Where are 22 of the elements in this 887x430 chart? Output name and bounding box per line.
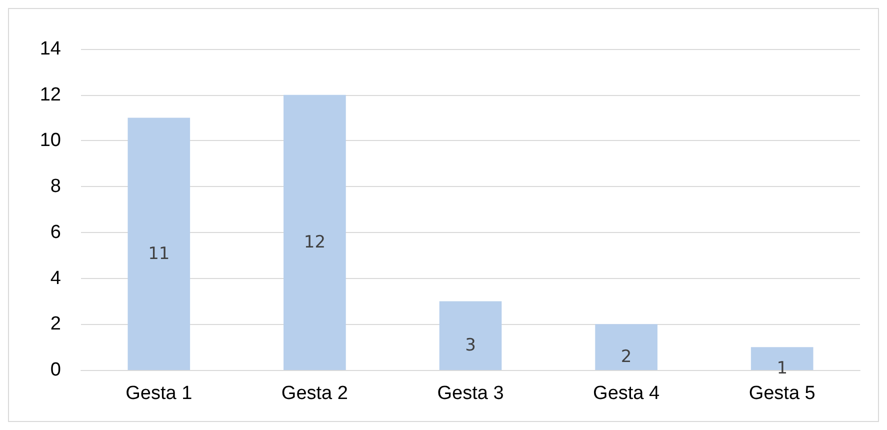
x-tick-label: Gesta 3: [437, 383, 504, 404]
data-label: 2: [620, 347, 632, 368]
data-label: 3: [465, 336, 476, 356]
y-tick-label: 8: [50, 176, 61, 198]
y-tick-label: 4: [50, 268, 62, 289]
y-tick-label: 2: [50, 314, 61, 335]
bar: [595, 324, 658, 370]
bar: [439, 301, 502, 370]
y-tick-label: 14: [40, 38, 62, 60]
y-tick-label: 0: [50, 360, 61, 380]
bar: [284, 94, 346, 370]
x-tick-label: Gesta 1: [126, 383, 192, 404]
data-label: 1: [776, 358, 788, 379]
x-tick-label: Gesta 5: [748, 383, 816, 404]
x-tick-label: Gesta 2: [281, 383, 348, 404]
x-tick-label: Gesta 4: [593, 383, 660, 404]
y-tick-label: 6: [50, 222, 61, 243]
bar: [128, 118, 190, 370]
y-tick-label: 10: [40, 130, 61, 152]
data-label: 11: [148, 244, 170, 264]
data-label: 12: [304, 232, 326, 252]
y-tick-label: 12: [40, 84, 61, 106]
